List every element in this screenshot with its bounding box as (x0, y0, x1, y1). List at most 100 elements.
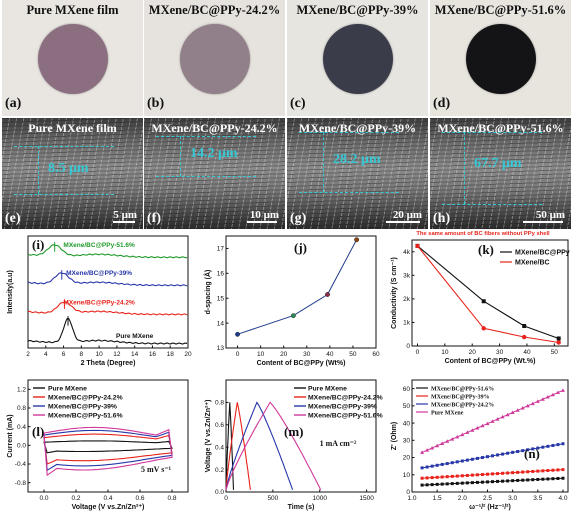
sem-texture (287, 118, 428, 229)
data-point (491, 480, 495, 484)
data-point (430, 476, 434, 480)
cv-loop (43, 440, 173, 454)
thickness-top-line (299, 132, 399, 133)
data-point (475, 456, 479, 460)
plot-frame (411, 239, 569, 347)
x-tick-label: 4 (44, 351, 48, 358)
data-point (541, 477, 545, 481)
data-point (435, 463, 439, 467)
x-axis-label: Content of BC@PPy (Wt.%) (445, 358, 536, 365)
x-tick-label: 40 (326, 351, 334, 358)
data-point (445, 439, 450, 443)
data-point (475, 426, 480, 430)
x-tick-label: 10 (257, 351, 265, 358)
data-point (536, 469, 540, 473)
x-axis-label: Content of BC@PPy (Wt%) (257, 360, 346, 367)
data-point (475, 473, 479, 477)
panel-letter: (k) (478, 242, 494, 257)
data-point (546, 469, 550, 473)
data-point (460, 432, 465, 437)
x-tick-label: 0 (236, 351, 240, 358)
data-point (455, 474, 459, 478)
photo-title: MXene/BC@PPy-39% (296, 3, 419, 17)
panel-letter: (m) (284, 424, 304, 439)
data-point (556, 476, 560, 480)
thickness-arrow (180, 136, 181, 176)
x-tick-label: 0.2 (71, 495, 80, 502)
x-tick-label: 40 (523, 349, 531, 356)
x-tick-label: 0.8 (167, 495, 176, 502)
y-tick-label: 0.8 (215, 400, 224, 407)
data-point (506, 479, 510, 483)
legend-label: MXene/BC@PPy (515, 250, 570, 257)
data-point (525, 403, 530, 408)
x-tick-label: 6 (62, 351, 66, 358)
x-tick-label: 10 (95, 351, 103, 358)
data-point (511, 471, 515, 475)
y-tick-label: 0 (406, 343, 410, 350)
y-axis-label: Voltage (V vs.Zn/Zn²⁺) (205, 400, 212, 473)
data-point (420, 483, 424, 487)
scale-label: 5 μm (113, 209, 137, 221)
film-photo: MXene/BC@PPy-51.6% (d) (430, 0, 571, 116)
data-point (440, 482, 444, 486)
data-point (465, 473, 469, 477)
data-point (501, 452, 505, 456)
x-tick-label: 500 (267, 495, 278, 502)
x-tick-label: 0 (224, 495, 228, 502)
y-axis-label: Current (mA) (7, 414, 14, 457)
data-point (430, 445, 435, 450)
data-point (546, 444, 550, 448)
x-tick-label: 0 (416, 349, 420, 356)
thickness-label: 14.2 μm (190, 146, 238, 161)
data-point (455, 481, 459, 485)
data-point (420, 466, 424, 470)
legend-label: MXene/BC@PPy-39% (431, 394, 490, 400)
data-point (430, 483, 434, 487)
x-tick-label: 20 (184, 351, 192, 358)
panel-letter: (g) (290, 211, 307, 226)
sem-title: MXene/BC@PPy-24.2% (151, 121, 278, 135)
data-point (235, 331, 240, 337)
thickness-arrow (38, 146, 39, 194)
series-line (417, 245, 559, 344)
data-point (460, 474, 464, 478)
y-tick-label: 50 (403, 403, 411, 410)
data-point (551, 443, 555, 447)
panel-letter: (j) (294, 240, 307, 255)
gcd-curve (225, 401, 294, 490)
data-point (561, 476, 565, 480)
y-tick-label: 0.6 (215, 422, 224, 429)
data-point (480, 423, 485, 428)
data-point (480, 456, 484, 460)
x-axis-label: ω⁻¹/² (Hz⁻¹/²) (469, 504, 511, 511)
series-label: MXene/BC@PPy-51.6% (63, 242, 135, 249)
x-tick-label: 12 (113, 351, 121, 358)
data-point (440, 475, 444, 479)
legend-label: Pure MXene (431, 410, 464, 416)
data-point (505, 412, 510, 417)
data-point (460, 481, 464, 485)
data-point (530, 401, 535, 406)
y-tick-label: 0 (406, 489, 410, 496)
legend-label: MXene/BC@PPy-51.6% (308, 413, 383, 420)
y-tick-label: 13 (217, 345, 225, 352)
data-point (521, 449, 525, 453)
data-point (485, 421, 490, 426)
data-point (450, 437, 455, 441)
x-axis-label: Voltage (V vs.Zn/Zn²⁺) (72, 504, 145, 511)
data-point (560, 388, 565, 392)
gcd-curve (225, 402, 235, 490)
data-point (480, 480, 484, 484)
data-point (510, 410, 515, 414)
scale-bar (523, 221, 563, 223)
data-point (501, 479, 505, 483)
data-point (470, 457, 474, 461)
data-point (531, 469, 535, 473)
y-tick-label: 0.4 (17, 424, 26, 431)
y-tick-label: 20 (403, 455, 411, 462)
data-point (545, 394, 550, 399)
data-point (526, 478, 530, 482)
panel-letter: (i) (32, 237, 44, 252)
scale-label: 50 μm (535, 209, 565, 221)
